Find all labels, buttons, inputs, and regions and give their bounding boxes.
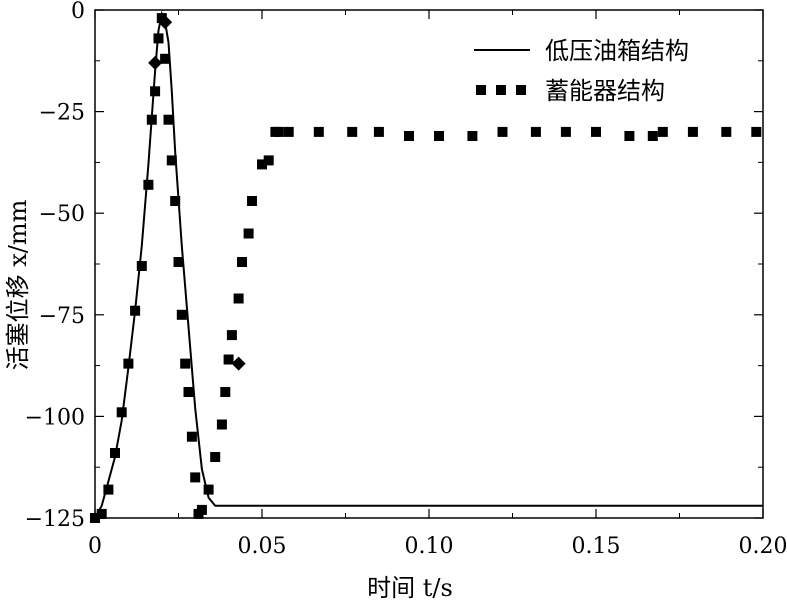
series-point-2 <box>233 293 244 304</box>
y-tick-label: −50 <box>39 202 85 227</box>
series-point-2 <box>146 114 157 125</box>
series-point-2 <box>237 257 247 267</box>
series-point-2 <box>103 484 114 495</box>
x-tick-label: 0.15 <box>572 534 621 559</box>
series-line-1 <box>94 10 763 519</box>
series-point-2 <box>257 159 267 170</box>
series-point-2 <box>467 131 478 141</box>
marker-layer <box>148 15 246 371</box>
legend-square-3 <box>516 85 526 95</box>
series-point-2 <box>180 358 191 369</box>
x-axis: 0 0.05 0.10 0.15 0.20 <box>88 10 787 559</box>
series-point-2 <box>143 179 154 190</box>
series-point-2 <box>560 126 571 137</box>
series-point-2 <box>373 126 384 137</box>
series-point-2 <box>404 131 414 141</box>
series-point-2 <box>721 126 732 137</box>
plot-area <box>94 9 764 519</box>
series-point-2 <box>173 257 184 267</box>
x-axis-title: 时间 t/s <box>367 574 453 602</box>
series-point-2 <box>226 330 237 341</box>
series-point-2 <box>190 472 201 483</box>
series-point-2 <box>176 309 187 320</box>
series-point-2 <box>243 228 254 239</box>
series-point-2 <box>283 126 294 137</box>
diamond-marker <box>148 55 163 70</box>
series-point-2 <box>210 452 221 462</box>
series-point-2 <box>96 508 107 519</box>
series-point-2 <box>186 431 197 442</box>
y-tick-label: 0 <box>71 0 85 24</box>
legend-label-1: 低压油箱结构 <box>545 37 689 65</box>
series-layer <box>90 10 763 523</box>
series-point-2 <box>156 13 167 24</box>
series-point-2 <box>347 126 358 137</box>
series-point-2 <box>591 126 601 137</box>
legend-square-2 <box>496 85 506 95</box>
diamond-marker <box>231 356 246 371</box>
series-point-2 <box>150 86 161 97</box>
series-point-2 <box>166 155 177 166</box>
legend: 低压油箱结构 蓄能器结构 <box>474 37 689 105</box>
x-tick-label: 0 <box>88 534 102 559</box>
series-point-2 <box>163 114 174 125</box>
series-point-2 <box>687 126 698 137</box>
series-point-2 <box>313 126 324 137</box>
series-point-2 <box>130 305 141 316</box>
x-tick-label: 0.20 <box>739 534 787 559</box>
series-point-2 <box>153 33 164 44</box>
y-tick-label: −75 <box>39 304 85 329</box>
series-point-2 <box>497 126 508 137</box>
series-point-2 <box>216 419 227 430</box>
series-point-2 <box>123 358 134 369</box>
series-point-2 <box>110 448 120 458</box>
legend-label-2: 蓄能器结构 <box>545 77 665 105</box>
series-point-2 <box>647 131 658 141</box>
series-point-2 <box>530 126 541 137</box>
series-point-2 <box>263 155 274 166</box>
y-tick-label: −25 <box>39 101 85 126</box>
series-point-2 <box>196 504 207 515</box>
series-point-2 <box>116 407 127 418</box>
y-axis-title: 活塞位移 x/mm <box>4 199 32 370</box>
x-tick-label: 0.05 <box>238 534 287 559</box>
y-tick-label: −125 <box>25 507 85 532</box>
series-point-2 <box>90 513 100 523</box>
y-tick-label: −100 <box>25 405 85 430</box>
series-point-2 <box>220 387 231 397</box>
y-axis: 0 −25 −50 −75 −100 −125 <box>25 0 763 532</box>
series-point-2 <box>657 126 668 137</box>
series-point-2 <box>624 131 635 141</box>
diamond-marker <box>158 15 173 30</box>
series-point-2 <box>160 53 171 64</box>
series-point-2 <box>183 387 194 397</box>
series-point-2 <box>170 196 181 206</box>
series-point-2 <box>203 484 214 495</box>
series-point-2 <box>247 196 257 206</box>
series-point-2 <box>136 261 147 271</box>
series-point-2 <box>751 126 762 137</box>
x-tick-label: 0.10 <box>405 534 454 559</box>
legend-square-1 <box>476 85 486 95</box>
series-point-2 <box>434 131 444 141</box>
series-point-2 <box>223 354 234 365</box>
series-point-2 <box>273 126 284 137</box>
